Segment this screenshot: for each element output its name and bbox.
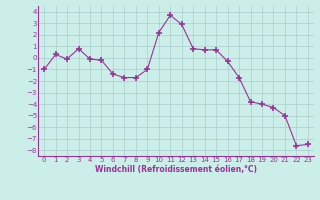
X-axis label: Windchill (Refroidissement éolien,°C): Windchill (Refroidissement éolien,°C) <box>95 165 257 174</box>
